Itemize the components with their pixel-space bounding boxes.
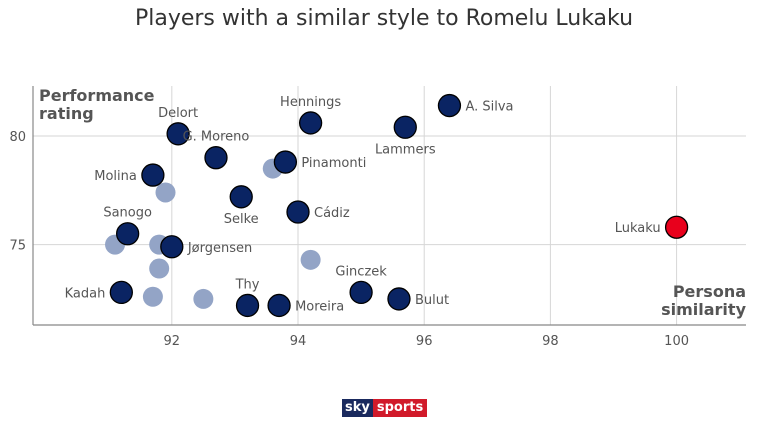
point-a-silva [437, 93, 462, 118]
point-j-rgensen [160, 235, 184, 259]
point-label: Jørgensen [187, 241, 252, 256]
x-tick-label: 94 [290, 334, 307, 349]
point-bulut [387, 287, 411, 311]
point-sanogo [115, 222, 140, 246]
sky-sports-logo: sky sports [342, 399, 428, 417]
point-lukaku [664, 215, 689, 239]
point-label: Sanogo [103, 206, 152, 221]
point-label: Delort [158, 106, 198, 121]
point-delort [166, 122, 190, 146]
point-label: Hennings [280, 95, 341, 110]
point-unlabeled [142, 286, 163, 307]
point-label: Moreira [295, 299, 344, 314]
chart-title: Players with a similar style to Romelu L… [134, 6, 634, 31]
point-g-moreno [204, 146, 228, 170]
point-unlabeled [155, 182, 176, 203]
point-ginczek [349, 280, 373, 305]
point-label: Cádiz [314, 206, 350, 221]
point-label: Molina [94, 169, 137, 184]
x-axis-title: Persona [673, 282, 746, 301]
point-selke [229, 185, 253, 209]
point-labels: A. Silva Hennings Lammers Delort G. Moreno Pi… [65, 95, 661, 315]
point-unlabeled [149, 258, 170, 279]
x-tick-label: 98 [542, 334, 559, 349]
point-unlabeled [193, 288, 214, 309]
axes [32, 86, 746, 326]
y-tick-label: 75 [9, 239, 26, 254]
point-label: Pinamonti [301, 156, 366, 171]
data-points [105, 93, 689, 318]
point-unlabeled [300, 249, 321, 270]
y-tick-label: 80 [9, 130, 26, 145]
point-thy [235, 293, 260, 318]
point-label: Selke [224, 212, 259, 227]
point-kadah [109, 280, 133, 305]
x-tick-label: 92 [164, 334, 181, 349]
point-label: G. Moreno [183, 130, 250, 145]
point-label: A. Silva [465, 100, 513, 115]
x-tick-label: 96 [416, 334, 433, 349]
point-label: Lukaku [615, 221, 661, 236]
logo-sports: sports [372, 399, 428, 417]
point-label: Bulut [415, 293, 449, 308]
point-c-diz [286, 200, 310, 224]
y-axis-title: Performance [39, 86, 155, 105]
point-label: Ginczek [335, 264, 387, 279]
point-moreira [267, 293, 291, 318]
logo-sky: sky [342, 399, 373, 417]
point-hennings [298, 111, 323, 135]
point-molina [141, 163, 165, 187]
tick-labels: 92 94 96 98 100 75 80 [9, 130, 689, 349]
x-axis-title: similarity [661, 300, 746, 319]
point-lammers [393, 115, 417, 139]
x-tick-label: 100 [664, 334, 689, 349]
point-pinamonti [273, 150, 298, 174]
point-label: Kadah [65, 286, 106, 301]
point-label: Lammers [375, 142, 436, 157]
y-axis-title: rating [39, 104, 94, 123]
point-label: Thy [235, 277, 260, 292]
